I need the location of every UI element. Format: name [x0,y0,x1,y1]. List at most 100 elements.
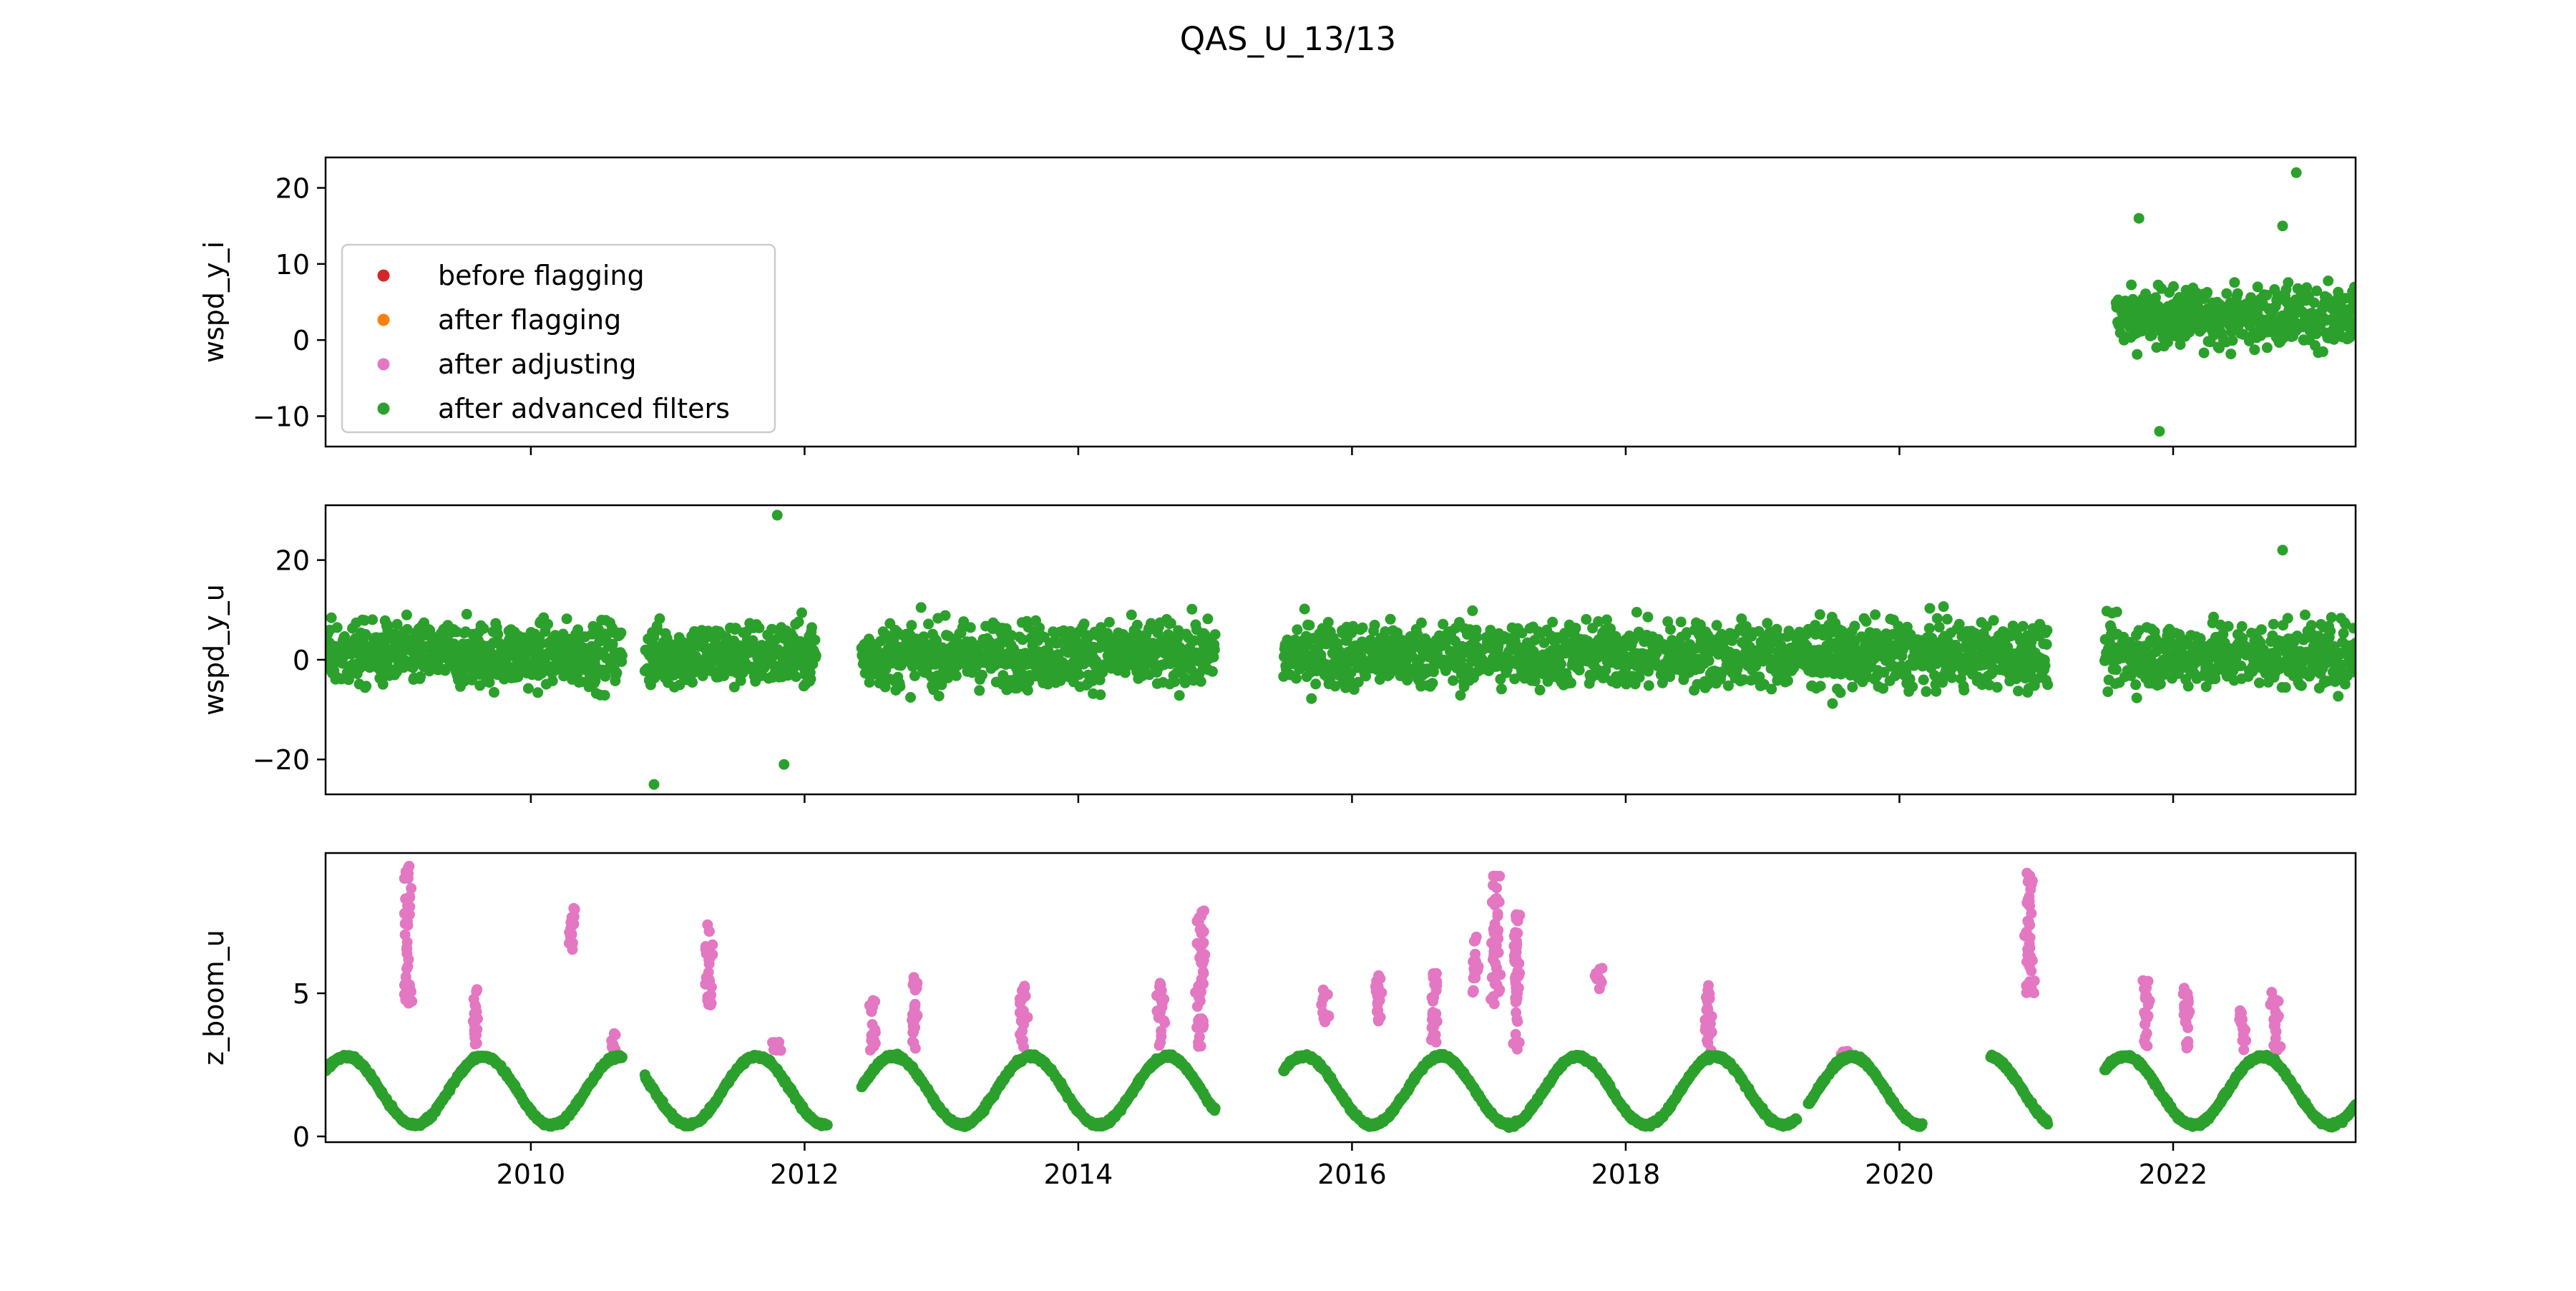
after-adjusting-point [1511,1014,1523,1026]
after-advanced-filters-point [1931,686,1942,697]
after-adjusting-point [400,893,411,905]
after-adjusting-point [1375,973,1386,984]
after-advanced-filters-point [1835,687,1846,698]
after-advanced-filters-point [1953,618,1965,630]
after-adjusting-point [1511,986,1522,998]
after-advanced-filters-point [974,685,985,696]
after-adjusting-point [1704,993,1715,1004]
after-advanced-filters-point [648,779,660,790]
after-advanced-filters-point [599,690,610,701]
after-advanced-filters-point [1941,613,1953,625]
after-advanced-filters-point [1165,618,1176,629]
after-advanced-filters-point [590,675,601,686]
after-advanced-filters-point [1878,683,1889,694]
after-advanced-filters-point [1600,665,1611,676]
after-advanced-filters-point [1773,632,1785,643]
after-advanced-filters-point [1657,677,1668,688]
after-adjusting-point [399,929,411,940]
after-advanced-filters-point [1926,633,1938,644]
after-advanced-filters-point [1981,621,1992,632]
after-advanced-filters-point [1938,601,1949,613]
after-adjusting-point [1511,909,1522,920]
after-advanced-filters-point [2317,346,2328,357]
after-advanced-filters-point [2158,669,2170,681]
after-advanced-filters-point [2280,682,2291,693]
after-adjusting-point [1156,1026,1167,1037]
after-adjusting-point [2139,1007,2150,1018]
after-advanced-filters-point [1827,698,1838,709]
after-advanced-filters-point [2225,349,2237,360]
after-advanced-filters-point [1209,629,1221,640]
after-advanced-filters-point [1991,681,2003,693]
after-advanced-filters-point [615,627,627,638]
after-advanced-filters-point [326,612,337,623]
after-advanced-filters-point [1762,618,1773,629]
after-advanced-filters-point [1958,684,1970,696]
after-adjusting-point [2022,944,2034,955]
after-adjusting-point [1494,870,1506,882]
after-advanced-filters-point [1496,683,1507,695]
after-advanced-filters-point [1017,634,1028,646]
after-advanced-filters-point [2202,287,2213,298]
after-advanced-filters-point [1921,686,1932,697]
after-advanced-filters-point [478,623,489,634]
after-adjusting-point [1195,978,1206,990]
after-advanced-filters-point [2301,282,2313,293]
after-advanced-filters-point [790,671,801,682]
after-adjusting-point [2238,1044,2250,1056]
after-advanced-filters-point [2041,625,2053,636]
after-adjusting-point [1492,910,1503,922]
after-adjusting-point [1196,906,1208,917]
after-advanced-filters-point [1103,617,1115,628]
after-advanced-filters-point [1534,684,1546,696]
after-advanced-filters-point [532,687,544,698]
after-adjusting-point [470,1001,482,1013]
after-advanced-filters-point [1448,675,1459,686]
after-advanced-filters-point [1907,681,1918,692]
after-advanced-filters-point [2339,678,2351,690]
after-adjusting-point [909,1013,921,1024]
after-advanced-filters-point [2150,292,2161,303]
after-adjusting-point [2182,988,2193,999]
after-advanced-filters-point [2299,609,2311,620]
after-adjusting-point [406,882,417,894]
after-adjusting-point [909,1000,921,1012]
after-advanced-filters-point [522,683,534,694]
after-advanced-filters-point [1131,619,1143,630]
after-advanced-filters-point [461,608,472,620]
after-adjusting-point [2234,1014,2245,1026]
after-adjusting-point [2142,1041,2153,1051]
after-advanced-filters-point [2042,679,2054,691]
after-adjusting-point [1155,1006,1166,1018]
after-advanced-filters-point [2229,277,2240,288]
after-advanced-filters-point [2323,276,2334,286]
after-advanced-filters-point [1360,671,1372,682]
after-adjusting-point [2021,867,2033,879]
after-adjusting-point [1510,996,1521,1008]
after-advanced-filters-point [1665,624,1676,635]
after-advanced-filters-point [1870,609,1881,620]
after-advanced-filters-point [1703,655,1714,666]
after-adjusting-point [703,925,715,937]
after-advanced-filters-point [1847,681,1858,693]
after-adjusting-point [2275,1041,2286,1052]
after-advanced-filters-point [796,607,807,618]
after-advanced-filters-point [879,681,891,693]
after-advanced-filters-point [2236,620,2248,632]
after-adjusting-point [563,937,575,949]
after-adjusting-point [1373,990,1385,1002]
after-advanced-filters-point [1516,628,1528,639]
after-advanced-filters-point [766,623,778,635]
after-adjusting-point [472,1013,483,1025]
after-advanced-filters-point [687,677,698,688]
after-advanced-filters-point [2111,664,2122,676]
after-advanced-filters-point [2277,545,2288,556]
after-advanced-filters-point [2349,650,2356,661]
after-advanced-filters-point [1643,680,1654,691]
after-adjusting-point [401,963,412,975]
after-advanced-filters-point [1022,685,1033,696]
